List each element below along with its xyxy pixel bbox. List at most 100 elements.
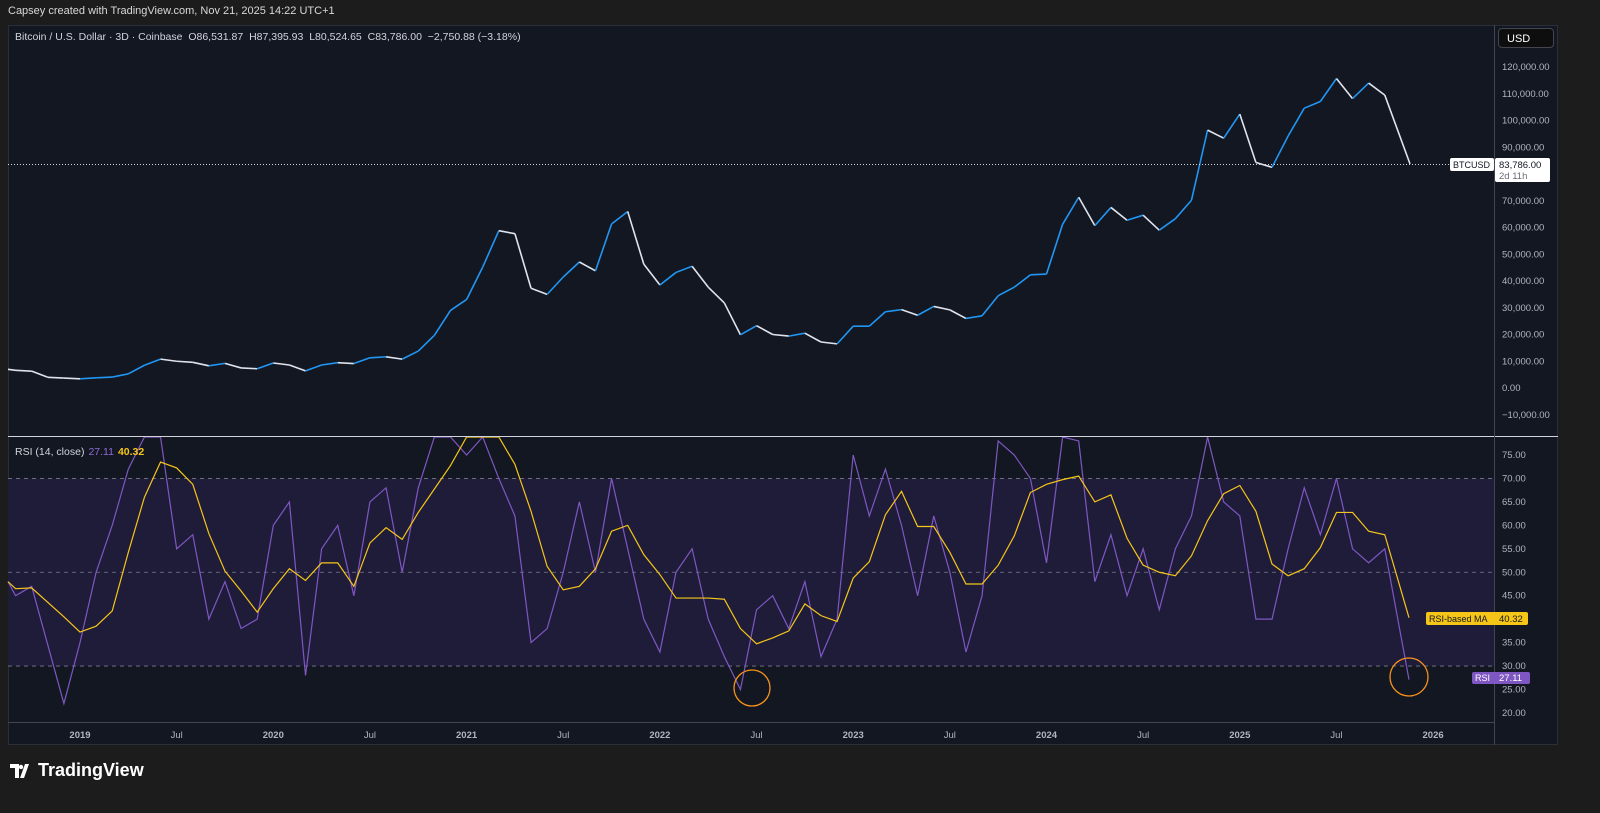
time-axis-tick: 2026 — [1423, 730, 1444, 741]
price-segment — [385, 356, 403, 360]
time-axis-tick: Jul — [1137, 730, 1149, 741]
price-segment — [112, 373, 129, 378]
logo-text: TradingView — [38, 760, 144, 780]
time-axis-tick: Jul — [364, 730, 376, 741]
rsi-tag-label: RSI — [1475, 673, 1490, 683]
time-axis-tick: 2024 — [1036, 730, 1058, 741]
btcusd-price-tag: BTCUSD 83,786.00 2d 11h — [1450, 158, 1550, 182]
ohlc-high: H87,395.93 — [249, 31, 304, 43]
price-segment — [1078, 196, 1096, 227]
price-axis-tick: 40,000.00 — [1502, 276, 1544, 287]
time-axis-tick: Jul — [750, 730, 762, 741]
price-segment — [1223, 113, 1241, 139]
rsi-value: 27.11 — [88, 446, 114, 458]
price-segment — [273, 362, 290, 366]
price-segment — [353, 357, 371, 365]
price-axis-tick: 60,000.00 — [1502, 223, 1544, 234]
price-segment — [885, 308, 902, 313]
rsi-legend: RSI (14, close) 27.11 40.32 — [15, 446, 144, 458]
ohlc-open: O86,531.87 — [188, 31, 244, 43]
price-axis-tick: 120,000.00 — [1502, 62, 1550, 73]
rsi-axis-tick: 75.00 — [1502, 450, 1526, 461]
price-segment — [1094, 206, 1112, 227]
price-segment — [1384, 94, 1411, 165]
price-axis-tick: 30,000.00 — [1502, 303, 1544, 314]
price-segment — [530, 287, 548, 296]
chart-caption: Capsey created with TradingView.com, Nov… — [8, 5, 335, 17]
price-segment — [1190, 129, 1209, 201]
price-segment — [1255, 161, 1273, 169]
price-segment — [241, 367, 258, 370]
symbol-title[interactable]: Bitcoin / U.S. Dollar · 3D · Coinbase — [15, 31, 183, 43]
price-segment — [144, 358, 161, 367]
rsi-tag: RSI 27.11 — [1472, 672, 1530, 684]
price-segment — [369, 356, 387, 359]
time-axis-tick: Jul — [944, 730, 956, 741]
price-segment — [417, 334, 435, 352]
time-axis-tick: 2020 — [263, 730, 284, 741]
price-segment — [224, 362, 242, 369]
price-segment — [1368, 82, 1386, 96]
price-segment — [1030, 273, 1047, 276]
price-segment — [804, 332, 822, 343]
ohlc-close: C83,786.00 — [367, 31, 422, 43]
price-segment — [47, 376, 64, 379]
currency-button[interactable]: USD — [1498, 28, 1554, 48]
time-axis-tick: Jul — [171, 730, 183, 741]
price-series — [7, 78, 1411, 380]
price-segment — [868, 311, 886, 327]
rsi-axis-tick: 20.00 — [1502, 708, 1526, 719]
price-change: −2,750.88 (−3.18%) — [427, 31, 521, 43]
price-segment — [1013, 274, 1031, 288]
rsi-axis-tick: 70.00 — [1502, 473, 1526, 484]
price-segment — [820, 341, 838, 345]
rsi-axis-tick: 65.00 — [1502, 497, 1526, 508]
rsi-axis-tick: 55.00 — [1502, 544, 1526, 555]
price-axis-tick: 90,000.00 — [1502, 142, 1544, 153]
price-segment — [772, 333, 789, 337]
price-segment — [450, 298, 468, 312]
price-segment — [707, 286, 725, 304]
price-segment — [208, 362, 226, 367]
rsi-ma-tag-value: 40.32 — [1499, 614, 1523, 625]
price-segment — [321, 361, 338, 366]
price-segment — [289, 364, 306, 372]
price-segment — [949, 309, 967, 320]
price-segment — [160, 358, 177, 363]
rsi-axis-tick: 50.00 — [1502, 567, 1526, 578]
price-axis-tick: 20,000.00 — [1502, 330, 1544, 341]
price-segment — [1303, 100, 1321, 109]
price-segment — [79, 377, 97, 380]
time-axis-tick: 2022 — [649, 730, 670, 741]
price-segment — [1158, 218, 1176, 231]
rsi-ma-line — [7, 436, 1410, 645]
rsi-ma-value: 40.32 — [117, 446, 145, 458]
time-axis-tick: 2019 — [69, 730, 90, 741]
price-segment — [96, 376, 113, 379]
price-segment — [305, 364, 322, 372]
price-segment — [1045, 224, 1064, 275]
price-segment — [1207, 129, 1225, 139]
price-segment — [901, 308, 918, 316]
tradingview-logo: TradingView — [10, 760, 144, 781]
price-segment — [433, 309, 452, 336]
price-segment — [15, 369, 32, 372]
time-axis-tick: 2025 — [1229, 730, 1251, 741]
rsi-ma-tag: RSI-based MA 40.32 — [1426, 612, 1528, 625]
rsi-axis-tick: 25.00 — [1502, 685, 1526, 696]
price-axis-tick: 10,000.00 — [1502, 356, 1544, 367]
price-segment — [917, 305, 935, 316]
tag-price: 83,786.00 — [1499, 160, 1541, 171]
ohlc-low: L80,524.65 — [309, 31, 362, 43]
rsi-line — [7, 435, 1410, 706]
price-segment — [788, 332, 806, 337]
price-segment — [1271, 135, 1289, 168]
rsi-title[interactable]: RSI (14, close) — [15, 446, 85, 458]
price-axis-tick: 0.00 — [1502, 383, 1521, 394]
price-segment — [1287, 107, 1305, 137]
price-segment — [626, 211, 645, 265]
rsi-axis-tick: 30.00 — [1502, 661, 1526, 672]
price-segment — [691, 265, 709, 288]
price-axis-tick: 50,000.00 — [1502, 249, 1544, 260]
